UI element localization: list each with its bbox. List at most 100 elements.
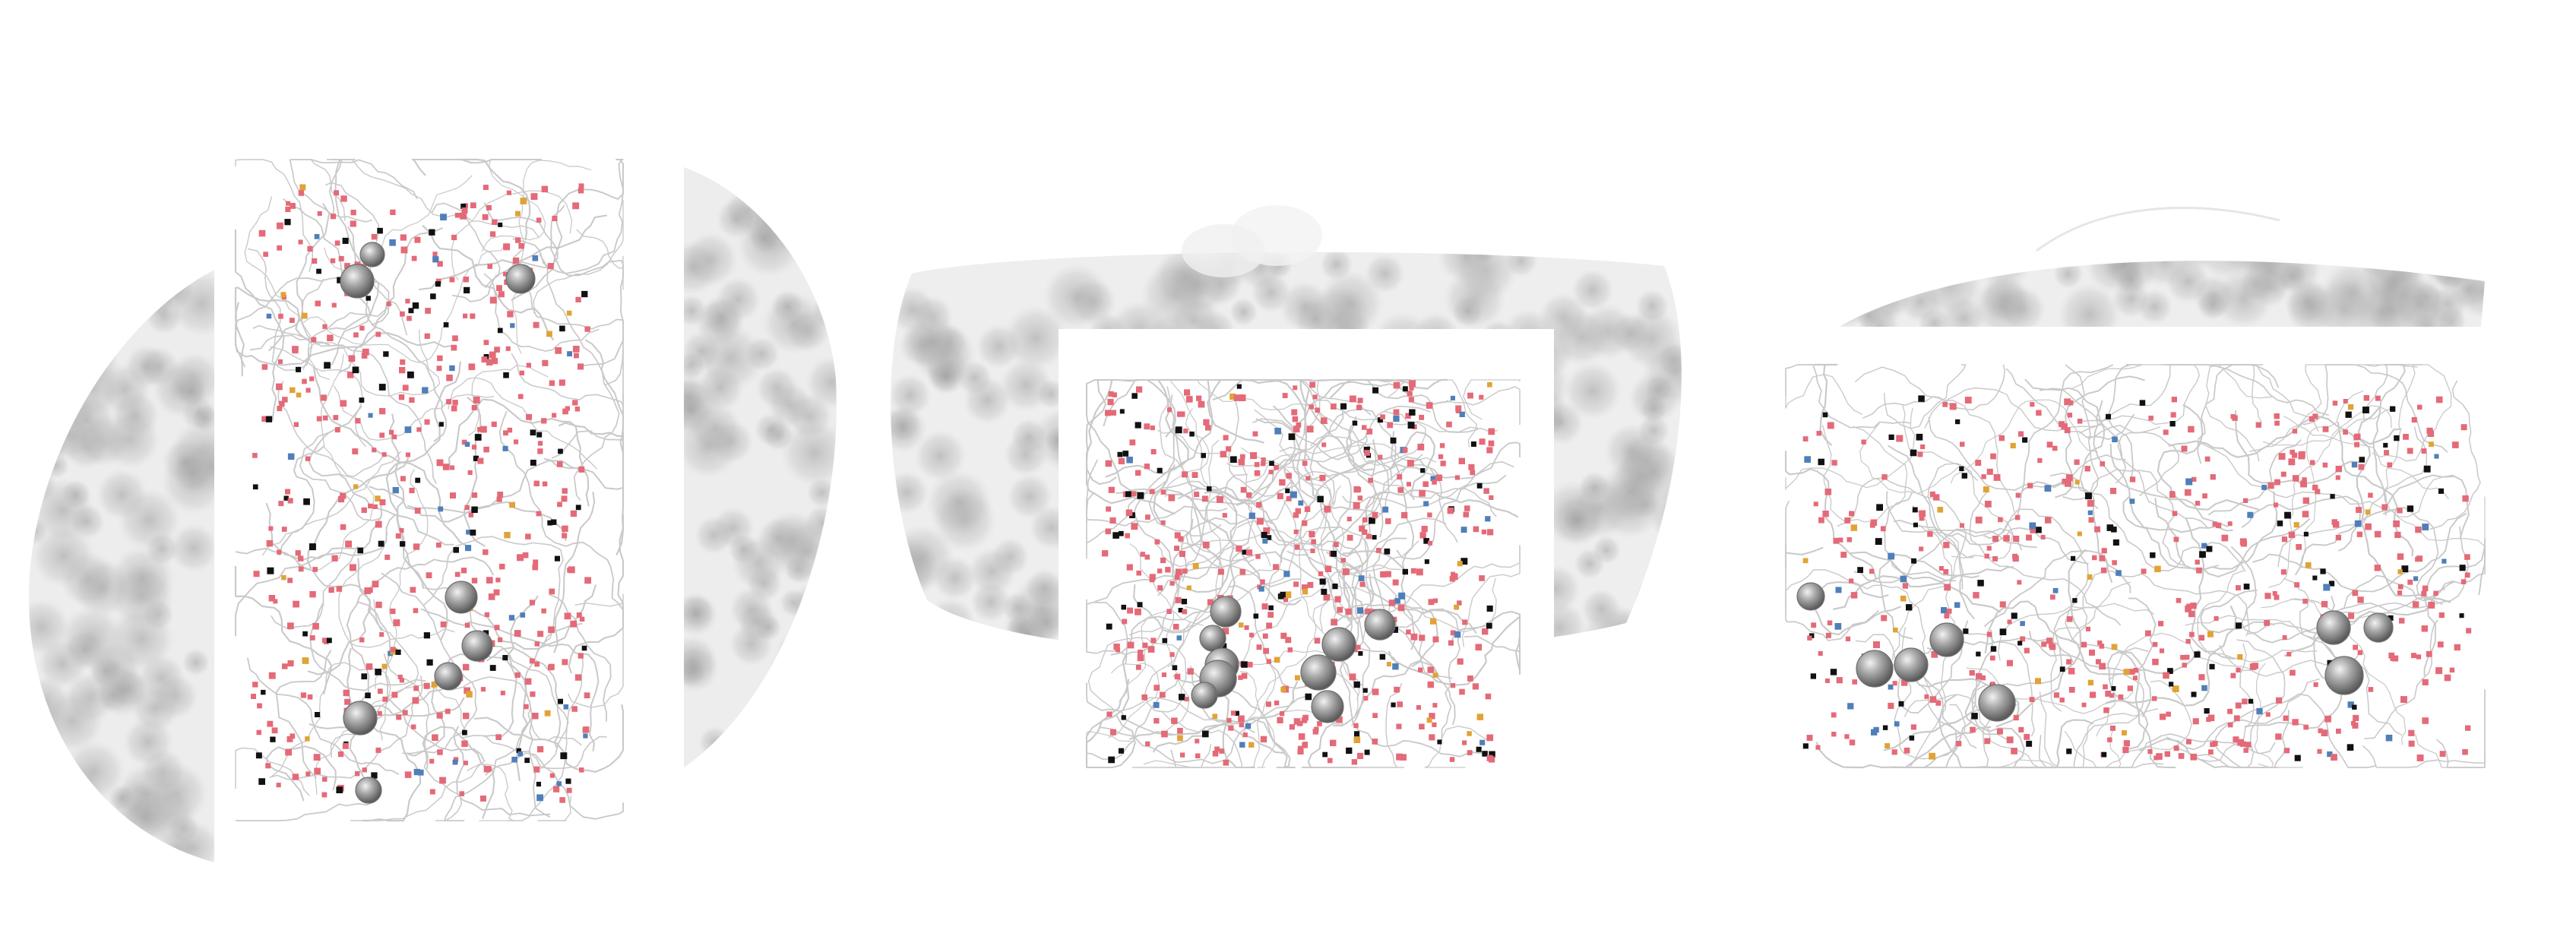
synapse-marker bbox=[1392, 579, 1399, 586]
synapse-marker bbox=[290, 733, 296, 739]
synapse-marker bbox=[454, 571, 460, 577]
synapse-marker bbox=[1321, 588, 1328, 595]
synapse-marker bbox=[2394, 435, 2400, 441]
synapse-marker bbox=[1486, 447, 1493, 454]
synapse-marker bbox=[400, 359, 406, 365]
synapse-marker bbox=[382, 696, 388, 702]
neuron-tracing bbox=[2109, 443, 2233, 533]
mesh-cell bbox=[111, 390, 160, 439]
synapse-marker bbox=[1160, 557, 1166, 564]
synapse-marker bbox=[2017, 431, 2024, 437]
synapse-marker bbox=[331, 302, 337, 308]
synapse-marker bbox=[1168, 494, 1176, 501]
synapse-marker bbox=[2088, 517, 2094, 523]
synapse-marker bbox=[1110, 729, 1116, 736]
synapse-marker bbox=[1379, 653, 1386, 660]
synapse-marker bbox=[1394, 598, 1400, 604]
synapse-marker bbox=[2294, 755, 2301, 761]
synapse-marker bbox=[2099, 555, 2106, 562]
neuron-tracing bbox=[2157, 403, 2260, 511]
synapse-marker bbox=[342, 237, 349, 244]
synapse-marker bbox=[1875, 538, 1882, 545]
synapse-marker bbox=[534, 641, 540, 647]
synapse-marker bbox=[1454, 631, 1461, 638]
synapse-marker bbox=[1891, 749, 1897, 755]
synapse-marker bbox=[1917, 451, 1923, 457]
neuron-tracing bbox=[2356, 407, 2451, 603]
synapse-marker bbox=[364, 587, 372, 594]
synapse-marker bbox=[1467, 675, 1473, 682]
synapse-marker bbox=[536, 511, 542, 517]
synapse-marker bbox=[2388, 615, 2394, 621]
synapse-marker bbox=[1248, 512, 1255, 519]
neuron-tracing bbox=[2105, 605, 2237, 707]
synapse-marker bbox=[1131, 523, 1138, 530]
synapse-marker bbox=[2236, 622, 2242, 629]
synapse-marker bbox=[2397, 590, 2403, 596]
neuron-tracing bbox=[1085, 379, 1117, 486]
synapse-marker bbox=[1362, 425, 1367, 430]
neuron-tracing bbox=[511, 353, 624, 424]
mesh-cell bbox=[891, 470, 929, 515]
mesh-cell bbox=[144, 270, 185, 308]
synapse-marker bbox=[1256, 644, 1262, 650]
synapse-marker bbox=[1424, 559, 1429, 565]
synapse-marker bbox=[1944, 613, 1950, 619]
synapse-marker bbox=[1397, 701, 1403, 707]
neuron-tracing bbox=[539, 253, 620, 501]
neuron-tracing bbox=[1085, 653, 1130, 767]
synapse-marker bbox=[2303, 724, 2309, 730]
synapse-marker bbox=[1106, 623, 1112, 630]
synapse-marker bbox=[1161, 672, 1166, 678]
synapse-marker bbox=[2281, 536, 2288, 543]
mesh-cell bbox=[811, 293, 837, 331]
synapse-marker bbox=[2284, 748, 2290, 754]
synapse-marker bbox=[1182, 609, 1188, 615]
synapse-marker bbox=[1955, 419, 1960, 425]
synapse-marker bbox=[1196, 395, 1202, 401]
synapse-marker bbox=[1108, 391, 1114, 397]
synapse-marker bbox=[2286, 651, 2292, 656]
synapse-marker bbox=[1238, 675, 1243, 680]
synapse-marker bbox=[1946, 609, 1952, 614]
synapse-marker bbox=[576, 612, 582, 618]
neuron-tracing bbox=[1241, 447, 1345, 624]
synapse-marker bbox=[2118, 694, 2124, 700]
synapse-marker bbox=[471, 577, 478, 584]
synapse-marker bbox=[2011, 748, 2017, 755]
synapse-marker bbox=[402, 384, 409, 391]
synapse-marker bbox=[2421, 448, 2427, 454]
synapse-marker bbox=[1330, 739, 1337, 746]
synapse-marker bbox=[2352, 704, 2357, 710]
synapse-marker bbox=[416, 427, 422, 432]
synapse-marker bbox=[395, 533, 401, 539]
synapse-marker bbox=[1486, 734, 1494, 742]
neuron-tracing bbox=[468, 365, 549, 437]
synapse-marker bbox=[443, 464, 449, 470]
neuron-tracing bbox=[1856, 634, 1977, 749]
synapse-marker bbox=[1998, 517, 2003, 523]
neuron-tracing bbox=[568, 514, 625, 674]
synapse-marker bbox=[1448, 640, 1454, 646]
synapse-marker bbox=[322, 415, 328, 421]
synapse-marker bbox=[1969, 669, 1975, 676]
synapse-marker bbox=[1160, 520, 1166, 525]
neuron-tracing bbox=[1255, 418, 1381, 515]
mesh-cell bbox=[771, 723, 828, 767]
soma-sphere bbox=[1321, 627, 1356, 662]
synapse-marker bbox=[305, 456, 311, 461]
synapse-marker bbox=[1247, 662, 1253, 668]
synapse-marker bbox=[1266, 659, 1271, 664]
synapse-marker bbox=[532, 255, 539, 261]
synapse-marker bbox=[2243, 748, 2248, 753]
soma-sphere bbox=[343, 701, 378, 736]
synapse-marker bbox=[2027, 482, 2033, 489]
soma-sphere bbox=[1311, 690, 1344, 723]
synapse-marker bbox=[438, 506, 444, 512]
synapse-marker bbox=[2233, 715, 2240, 722]
neuron-tracing bbox=[1853, 528, 2037, 584]
left-soma-spheres bbox=[340, 242, 536, 804]
mesh-cell bbox=[761, 663, 811, 714]
mesh-cell bbox=[182, 647, 210, 677]
synapse-marker bbox=[466, 530, 471, 535]
